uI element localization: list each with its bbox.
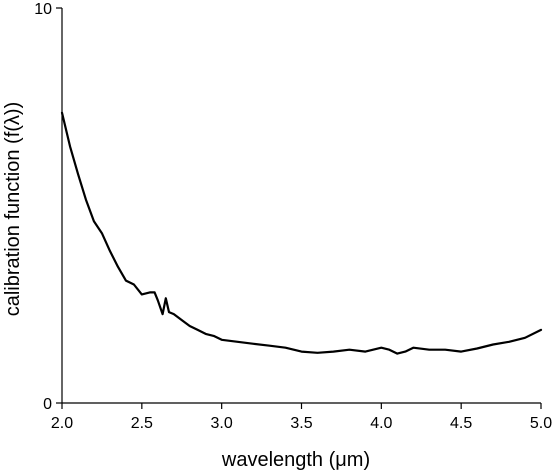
- x-tick-label: 2.5: [131, 415, 153, 432]
- plot-axes: [61, 8, 541, 404]
- y-axis-title: calibration function (f(λ)): [2, 102, 24, 317]
- calibration-curve-line: [60, 111, 543, 355]
- y-tick-label: 0: [43, 396, 52, 413]
- x-tick-label: 3.5: [290, 415, 312, 432]
- y-tick-label: 10: [34, 1, 52, 18]
- axis-ticks: 2.0 2.5 3.0 3.5 4.0 4.5 5.0 0 10: [34, 1, 552, 432]
- x-tick-label: 4.0: [370, 415, 392, 432]
- x-axis-title: wavelength (μm): [221, 449, 370, 471]
- x-tick-label: 5.0: [530, 415, 552, 432]
- x-tick-label: 4.5: [450, 415, 472, 432]
- x-tick-label: 2.0: [51, 415, 73, 432]
- x-tick-label: 3.0: [211, 415, 233, 432]
- series-layer: [60, 111, 543, 355]
